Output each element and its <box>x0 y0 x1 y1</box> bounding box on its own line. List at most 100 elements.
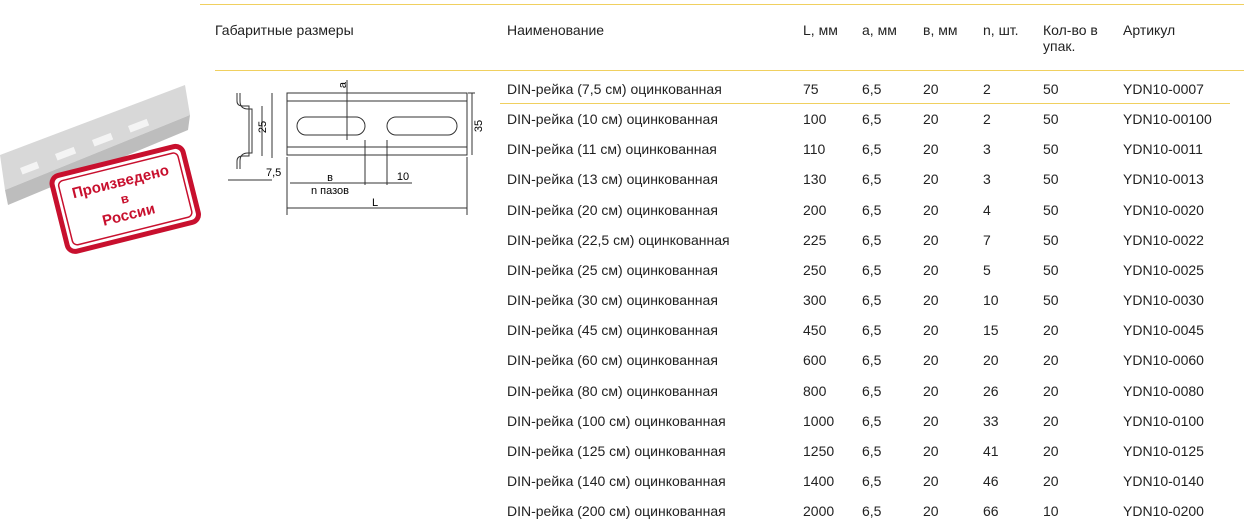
dim-label: в <box>327 172 333 184</box>
table-cell: YDN10-0060 <box>1123 352 1204 369</box>
table-cell: YDN10-0030 <box>1123 292 1204 309</box>
table-cell: 5 <box>983 261 991 278</box>
table-cell: 20 <box>1043 322 1059 339</box>
table-cell: 20 <box>923 292 939 309</box>
table-cell: 20 <box>923 503 939 520</box>
table-cell: 50 <box>1043 171 1059 188</box>
table-cell: 130 <box>803 171 827 188</box>
row-rule <box>500 103 1230 104</box>
table-cell: 6,5 <box>862 141 882 158</box>
table-cell: 41 <box>983 442 999 459</box>
table-cell: 50 <box>1043 81 1059 97</box>
table-cell: YDN10-0025 <box>1123 261 1204 278</box>
table-cell: DIN-рейка (20 см) оцинкованная <box>507 201 718 218</box>
table-cell: 50 <box>1043 201 1059 218</box>
table-cell: 33 <box>983 412 999 429</box>
table-cell: 20 <box>1043 472 1059 489</box>
dim-label: а <box>337 81 349 88</box>
illustration: Произведено в России 7,5 25 35 а в n паз… <box>0 80 485 254</box>
table-cell: 250 <box>803 261 827 278</box>
table-cell: YDN10-0007 <box>1123 81 1204 97</box>
table-cell: YDN10-00100 <box>1123 111 1212 128</box>
table-cell: 20 <box>923 111 939 128</box>
table-cell: 450 <box>803 322 827 339</box>
table-cell: 20 <box>923 171 939 188</box>
table-cell: 800 <box>803 382 827 399</box>
table-cell: 6,5 <box>862 292 882 309</box>
table-cell: 6,5 <box>862 472 882 489</box>
dimensions-header: Габаритные размеры <box>215 22 354 38</box>
table-cell: 20 <box>923 201 939 218</box>
table-cell: 75 <box>803 81 819 97</box>
table-cell: DIN-рейка (22,5 см) оцинкованная <box>507 231 730 248</box>
table-cell: 6,5 <box>862 442 882 459</box>
dim-label: 25 <box>257 121 269 133</box>
table-cell: 6,5 <box>862 322 882 339</box>
table-cell: 300 <box>803 292 827 309</box>
table-cell: 66 <box>983 503 999 520</box>
table-cell: 20 <box>923 352 939 369</box>
table-cell: 225 <box>803 231 827 248</box>
table-cell: 20 <box>923 322 939 339</box>
table-cell: YDN10-0022 <box>1123 231 1204 248</box>
table-cell: DIN-рейка (45 см) оцинкованная <box>507 322 718 339</box>
table-cell: 1000 <box>803 412 835 429</box>
rail-drawing <box>228 80 475 215</box>
table-cell: DIN-рейка (200 см) оцинкованная <box>507 503 726 520</box>
dim-label: n пазов <box>311 185 349 197</box>
table-cell: 20 <box>1043 412 1059 429</box>
table-cell: DIN-рейка (11 см) оцинкованная <box>507 141 717 158</box>
table-cell: 20 <box>923 382 939 399</box>
table-cell: YDN10-0100 <box>1123 412 1204 429</box>
dim-label: L <box>372 197 378 209</box>
table-cell: 2 <box>983 111 991 128</box>
table-cell: DIN-рейка (7,5 см) оцинкованная <box>507 81 722 97</box>
table-cell: YDN10-0011 <box>1123 141 1203 158</box>
table-cell: DIN-рейка (10 см) оцинкованная <box>507 111 718 128</box>
table-cell: 15 <box>983 322 999 339</box>
column-header: Кол-во в упак. <box>1043 22 1098 54</box>
table-cell: 20 <box>1043 442 1059 459</box>
table-cell: DIN-рейка (30 см) оцинкованная <box>507 292 718 309</box>
table-cell: 2000 <box>803 503 835 520</box>
table-cell: YDN10-0200 <box>1123 503 1204 520</box>
table-cell: YDN10-0013 <box>1123 171 1204 188</box>
table-cell: 50 <box>1043 261 1059 278</box>
table-cell: DIN-рейка (80 см) оцинкованная <box>507 382 718 399</box>
column-header: Артикул <box>1123 22 1176 38</box>
table-cell: DIN-рейка (100 см) оцинкованная <box>507 412 726 429</box>
table-cell: 6,5 <box>862 261 882 278</box>
table-cell: 1400 <box>803 472 835 489</box>
table-cell: 200 <box>803 201 827 218</box>
column-header: Наименование <box>507 22 605 38</box>
table-cell: 20 <box>923 141 939 158</box>
table-cell: 20 <box>923 472 939 489</box>
table-cell: 20 <box>1043 382 1059 399</box>
stamp-text: в <box>119 190 130 206</box>
table-cell: 50 <box>1043 231 1059 248</box>
table-cell: 6,5 <box>862 352 882 369</box>
table-cell: 46 <box>983 472 999 489</box>
table-cell: YDN10-0125 <box>1123 442 1204 459</box>
table-cell: 4 <box>983 201 991 218</box>
column-header: а, мм <box>862 22 897 38</box>
table-cell: 3 <box>983 141 991 158</box>
table-cell: 6,5 <box>862 503 882 520</box>
table-cell: 50 <box>1043 111 1059 128</box>
table-cell: 600 <box>803 352 827 369</box>
table-cell: 100 <box>803 111 827 128</box>
table-cell: 10 <box>983 292 999 309</box>
table-cell: 6,5 <box>862 111 882 128</box>
column-header: n, шт. <box>983 22 1019 38</box>
column-header: L, мм <box>803 22 838 38</box>
table-cell: 20 <box>923 81 939 97</box>
table-cell: 20 <box>983 352 999 369</box>
table-cell: 6,5 <box>862 231 882 248</box>
table-cell: 20 <box>923 231 939 248</box>
dim-label: 7,5 <box>266 167 281 179</box>
table-cell: 6,5 <box>862 382 882 399</box>
table-cell: DIN-рейка (125 см) оцинкованная <box>507 442 726 459</box>
table-cell: DIN-рейка (13 см) оцинкованная <box>507 171 718 188</box>
table-cell: 50 <box>1043 292 1059 309</box>
